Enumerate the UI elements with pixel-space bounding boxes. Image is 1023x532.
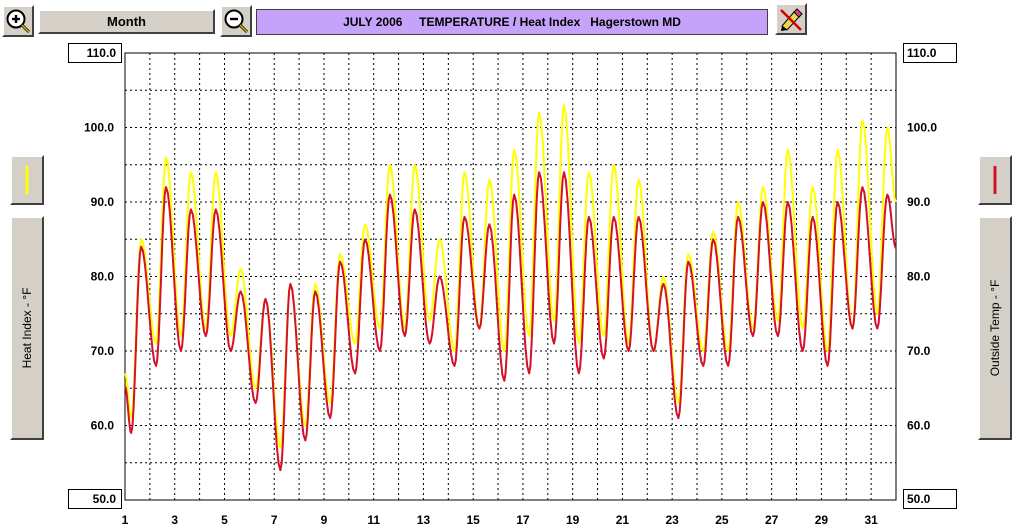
y-max-box-left[interactable]: 110.0 [68, 43, 122, 63]
y-tick-label-left: 70.0 [91, 344, 115, 358]
zoom-in-button[interactable] [2, 5, 34, 37]
x-tick-label: 5 [221, 513, 228, 527]
magnifier-plus-icon [6, 9, 31, 34]
pencil-eraser-button[interactable] [775, 3, 807, 35]
x-tick-label: 29 [815, 513, 829, 527]
y-tick-label-right: 100.0 [907, 121, 937, 135]
x-tick-label: 7 [271, 513, 278, 527]
magnifier-minus-icon [224, 9, 249, 34]
chart-title: JULY 2006 TEMPERATURE / Heat Index Hager… [256, 9, 768, 35]
x-tick-label: 3 [171, 513, 178, 527]
heat-index-line [124, 104, 897, 449]
x-tick-label: 15 [467, 513, 481, 527]
y-tick-label-right: 90.0 [907, 195, 931, 209]
x-tick-label: 13 [417, 513, 431, 527]
y-min-box-right[interactable]: 50.0 [903, 489, 957, 509]
y-tick-label-right: 80.0 [907, 270, 931, 284]
outside-temp-axis-label[interactable]: Outside Temp - °F [978, 216, 1012, 440]
zoom-out-button[interactable] [220, 5, 252, 37]
y-max-box-right[interactable]: 110.0 [903, 43, 957, 63]
heat-index-swatch [25, 166, 29, 194]
outside-temp-legend-button[interactable] [978, 155, 1012, 205]
pencil-eraser-icon [780, 8, 803, 31]
heat-index-legend-button[interactable] [10, 155, 44, 205]
y-tick-label-left: 60.0 [91, 419, 115, 433]
x-tick-label: 1 [122, 513, 129, 527]
x-tick-label: 31 [864, 513, 878, 527]
outside-temp-line [124, 171, 897, 472]
x-tick-label: 11 [367, 513, 380, 527]
x-tick-label: 17 [516, 513, 530, 527]
y-tick-label-left: 80.0 [91, 270, 115, 284]
heat-index-axis-label[interactable]: Heat Index - °F [10, 216, 44, 440]
x-tick-label: 23 [665, 513, 679, 527]
outside-temp-swatch [993, 166, 997, 194]
x-tick-label: 21 [616, 513, 630, 527]
y-tick-label-left: 100.0 [84, 121, 114, 135]
y-tick-label-left: 90.0 [91, 195, 115, 209]
plot-frame [124, 52, 897, 501]
x-tick-label: 25 [715, 513, 729, 527]
y-tick-label-right: 70.0 [907, 344, 931, 358]
x-tick-label: 19 [566, 513, 580, 527]
x-tick-label: 27 [765, 513, 779, 527]
y-min-box-left[interactable]: 50.0 [68, 489, 122, 509]
y-tick-label-right: 60.0 [907, 419, 931, 433]
period-button[interactable]: Month [38, 9, 215, 34]
period-label: Month [107, 14, 146, 29]
x-tick-label: 9 [321, 513, 328, 527]
